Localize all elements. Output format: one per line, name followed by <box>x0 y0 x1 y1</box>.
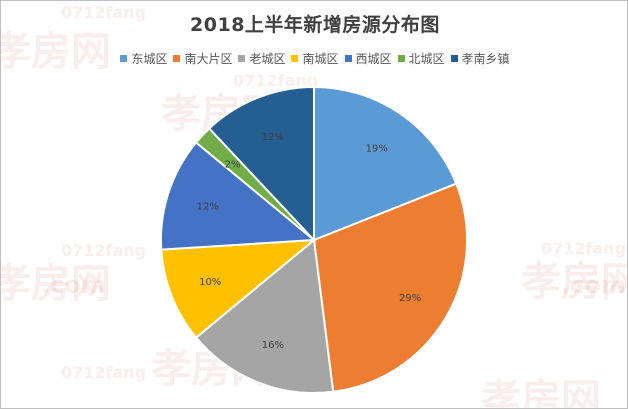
legend-item: 南大片区 <box>173 50 232 67</box>
chart-legend: 东城区 南大片区 老城区 南城区 西城区 北城区 孝南乡镇 <box>1 50 627 67</box>
legend-label: 东城区 <box>131 52 168 66</box>
legend-swatch <box>238 55 246 62</box>
legend-label: 老城区 <box>249 52 286 66</box>
slice-data-label: 10% <box>199 277 221 288</box>
pie-slice <box>160 238 318 339</box>
legend-swatch <box>344 55 352 62</box>
legend-swatch <box>291 55 299 62</box>
legend-swatch <box>173 55 181 62</box>
legend-item: 孝南乡镇 <box>450 50 510 67</box>
pie-slice <box>207 85 315 243</box>
slice-data-label: 16% <box>262 340 284 351</box>
slice-data-label: 29% <box>399 293 421 304</box>
legend-swatch <box>397 55 405 62</box>
pie-slice <box>159 141 317 251</box>
chart-title: 2018上半年新增房源分布图 <box>190 14 440 36</box>
legend-swatch <box>120 55 128 62</box>
pie-slice <box>312 182 468 393</box>
legend-item: 老城区 <box>238 50 285 67</box>
legend-label: 南城区 <box>302 52 339 66</box>
legend-label: 北城区 <box>408 52 445 66</box>
legend-item: 东城区 <box>120 50 167 67</box>
slice-data-label: 12% <box>262 132 284 143</box>
legend-label: 孝南乡镇 <box>461 52 510 66</box>
legend-label: 南大片区 <box>184 52 233 66</box>
legend-item: 西城区 <box>344 50 392 67</box>
legend-item: 南城区 <box>291 50 339 67</box>
pie-slice <box>194 238 335 394</box>
legend-item: 北城区 <box>397 50 445 67</box>
pie-slice <box>313 85 458 242</box>
legend-label: 西城区 <box>355 52 392 66</box>
slice-data-label: 2% <box>225 160 241 171</box>
legend-swatch <box>450 55 458 62</box>
slice-data-label: 19% <box>366 144 388 155</box>
slice-data-label: 12% <box>197 202 219 213</box>
